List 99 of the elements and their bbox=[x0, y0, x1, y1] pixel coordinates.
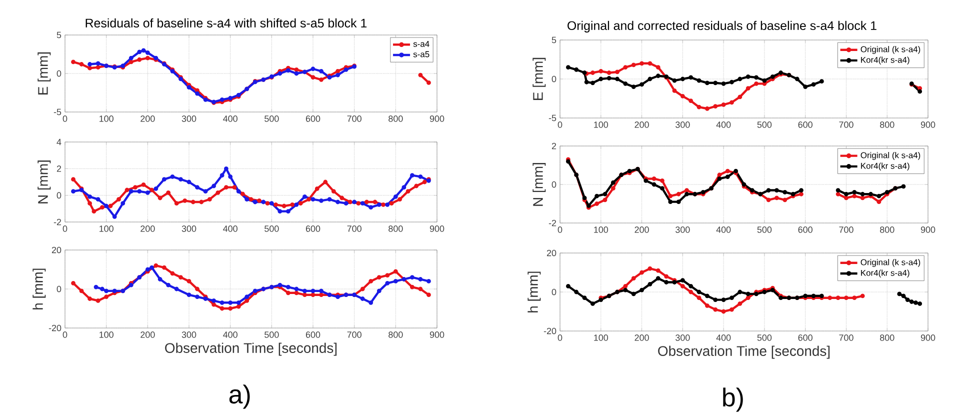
text: b) bbox=[723, 388, 743, 412]
x-tick-label: 600 bbox=[798, 334, 812, 341]
y-axis-title: h [mm] bbox=[32, 268, 46, 310]
x-tick-label: 400 bbox=[716, 334, 731, 341]
x-tick-label: 800 bbox=[880, 122, 894, 128]
y-axis-title: N [mm] bbox=[38, 160, 51, 204]
x-tick-label: 500 bbox=[757, 226, 772, 233]
y-tick-label: -5 bbox=[548, 114, 556, 122]
legend-label: Original (k s-a4) bbox=[860, 46, 920, 54]
x-tick-label: 600 bbox=[306, 116, 320, 122]
x-tick-label: 200 bbox=[140, 116, 155, 122]
x-tick-label: 700 bbox=[347, 226, 362, 232]
x-tick-label: 500 bbox=[757, 334, 772, 341]
x-tick-label: 300 bbox=[676, 122, 690, 128]
legend-label: s-a5 bbox=[413, 51, 430, 58]
x-tick-label: 300 bbox=[676, 334, 690, 341]
x-tick-label: 0 bbox=[62, 226, 68, 232]
x-tick-label: 700 bbox=[839, 226, 854, 233]
x-tick-label: 700 bbox=[347, 116, 362, 122]
legend-label: Kor4(kr s-a4) bbox=[861, 270, 910, 278]
y-tick-label: -20 bbox=[48, 324, 62, 332]
y-tick-label: 5 bbox=[552, 36, 556, 44]
y-tick-label: -20 bbox=[544, 328, 556, 334]
y-tick-label: 0 bbox=[552, 76, 556, 82]
x-tick-label: 500 bbox=[264, 226, 279, 232]
x-tick-label: 200 bbox=[634, 226, 649, 233]
x-tick-label: 100 bbox=[594, 334, 608, 341]
x-tick-label: 500 bbox=[264, 116, 279, 122]
y-axis-title: E [mm] bbox=[532, 58, 546, 100]
x-tick-label: 300 bbox=[676, 226, 690, 233]
y-tick-label: -2 bbox=[548, 220, 556, 226]
y-axis-title: E [mm] bbox=[38, 52, 51, 94]
x-tick-label: 100 bbox=[100, 226, 114, 232]
x-tick-label: 900 bbox=[920, 226, 936, 233]
x-tick-label: 700 bbox=[347, 332, 362, 338]
x-tick-label: 0 bbox=[62, 116, 68, 122]
y-tick-label: 0 bbox=[56, 286, 62, 292]
x-tick-label: 200 bbox=[140, 332, 155, 338]
y-tick-label: 20 bbox=[546, 250, 556, 256]
x-tick-label: 100 bbox=[594, 122, 608, 128]
y-axis-title: N [mm] bbox=[532, 163, 546, 206]
y-axis-title: h [mm] bbox=[528, 272, 541, 312]
x-tick-label: 100 bbox=[100, 116, 114, 122]
x-tick-label: 0 bbox=[558, 226, 562, 233]
x-tick-label: 800 bbox=[388, 332, 403, 338]
x-tick-label: 400 bbox=[716, 226, 731, 233]
legend-label: Kor4(kr s-a4) bbox=[861, 162, 910, 170]
y-tick-label: -2 bbox=[54, 218, 62, 226]
x-tick-label: 800 bbox=[388, 116, 403, 122]
y-tick-label: 2 bbox=[56, 166, 62, 172]
y-tick-label: 0 bbox=[552, 181, 556, 188]
x-tick-label: 500 bbox=[757, 122, 772, 128]
x-tick-label: 700 bbox=[839, 122, 854, 128]
x-tick-label: 200 bbox=[140, 226, 155, 232]
y-tick-label: 0 bbox=[56, 70, 62, 77]
text: a) bbox=[229, 384, 250, 409]
x-tick-label: 400 bbox=[716, 122, 731, 128]
x-tick-label: 200 bbox=[634, 122, 649, 128]
legend-label: Kor4(kr s-a4) bbox=[861, 56, 910, 65]
x-tick-label: 900 bbox=[920, 334, 936, 341]
x-tick-label: 700 bbox=[839, 334, 854, 341]
chart-title: Original and corrected residuals of baseline s-a4 block 1 bbox=[568, 20, 876, 32]
legend-label: s-a4 bbox=[413, 40, 430, 47]
y-tick-label: 5 bbox=[56, 32, 62, 38]
y-tick-label: 2 bbox=[552, 142, 556, 150]
x-tick-label: 900 bbox=[430, 116, 444, 122]
x-axis-title: Observation Time [seconds] bbox=[165, 342, 337, 356]
chart-title: Residuals of baseline s-a4 with shifted s-a5 block 1 bbox=[86, 18, 367, 28]
x-tick-label: 800 bbox=[880, 226, 894, 233]
y-tick-label: -5 bbox=[54, 108, 62, 116]
x-tick-label: 800 bbox=[388, 226, 403, 232]
x-tick-label: 500 bbox=[264, 332, 279, 338]
x-tick-label: 0 bbox=[558, 334, 562, 341]
legend-label: Original (k s-a4) bbox=[860, 259, 920, 267]
x-tick-label: 0 bbox=[62, 332, 68, 338]
x-tick-label: 900 bbox=[430, 332, 444, 338]
y-tick-label: 0 bbox=[552, 288, 556, 296]
x-tick-label: 300 bbox=[182, 226, 196, 232]
x-tick-label: 800 bbox=[880, 334, 894, 341]
x-tick-label: 300 bbox=[182, 332, 196, 338]
x-tick-label: 400 bbox=[223, 116, 238, 122]
x-axis-title: Observation Time [seconds] bbox=[658, 346, 830, 359]
x-tick-label: 300 bbox=[182, 116, 196, 122]
x-tick-label: 400 bbox=[223, 332, 238, 338]
x-tick-label: 200 bbox=[634, 334, 649, 341]
y-tick-label: 0 bbox=[56, 192, 62, 199]
x-tick-label: 900 bbox=[920, 122, 936, 128]
x-tick-label: 600 bbox=[306, 332, 320, 338]
x-tick-label: 400 bbox=[223, 226, 238, 232]
x-tick-label: 600 bbox=[798, 226, 812, 233]
x-tick-label: 100 bbox=[100, 332, 114, 338]
x-tick-label: 600 bbox=[306, 226, 320, 232]
x-tick-label: 100 bbox=[594, 226, 608, 233]
legend-label: Original (k s-a4) bbox=[860, 152, 920, 160]
y-tick-label: 4 bbox=[56, 138, 62, 146]
x-tick-label: 900 bbox=[430, 226, 444, 232]
x-tick-label: 600 bbox=[798, 122, 812, 128]
x-tick-label: 0 bbox=[558, 122, 562, 128]
y-tick-label: 20 bbox=[52, 246, 62, 254]
